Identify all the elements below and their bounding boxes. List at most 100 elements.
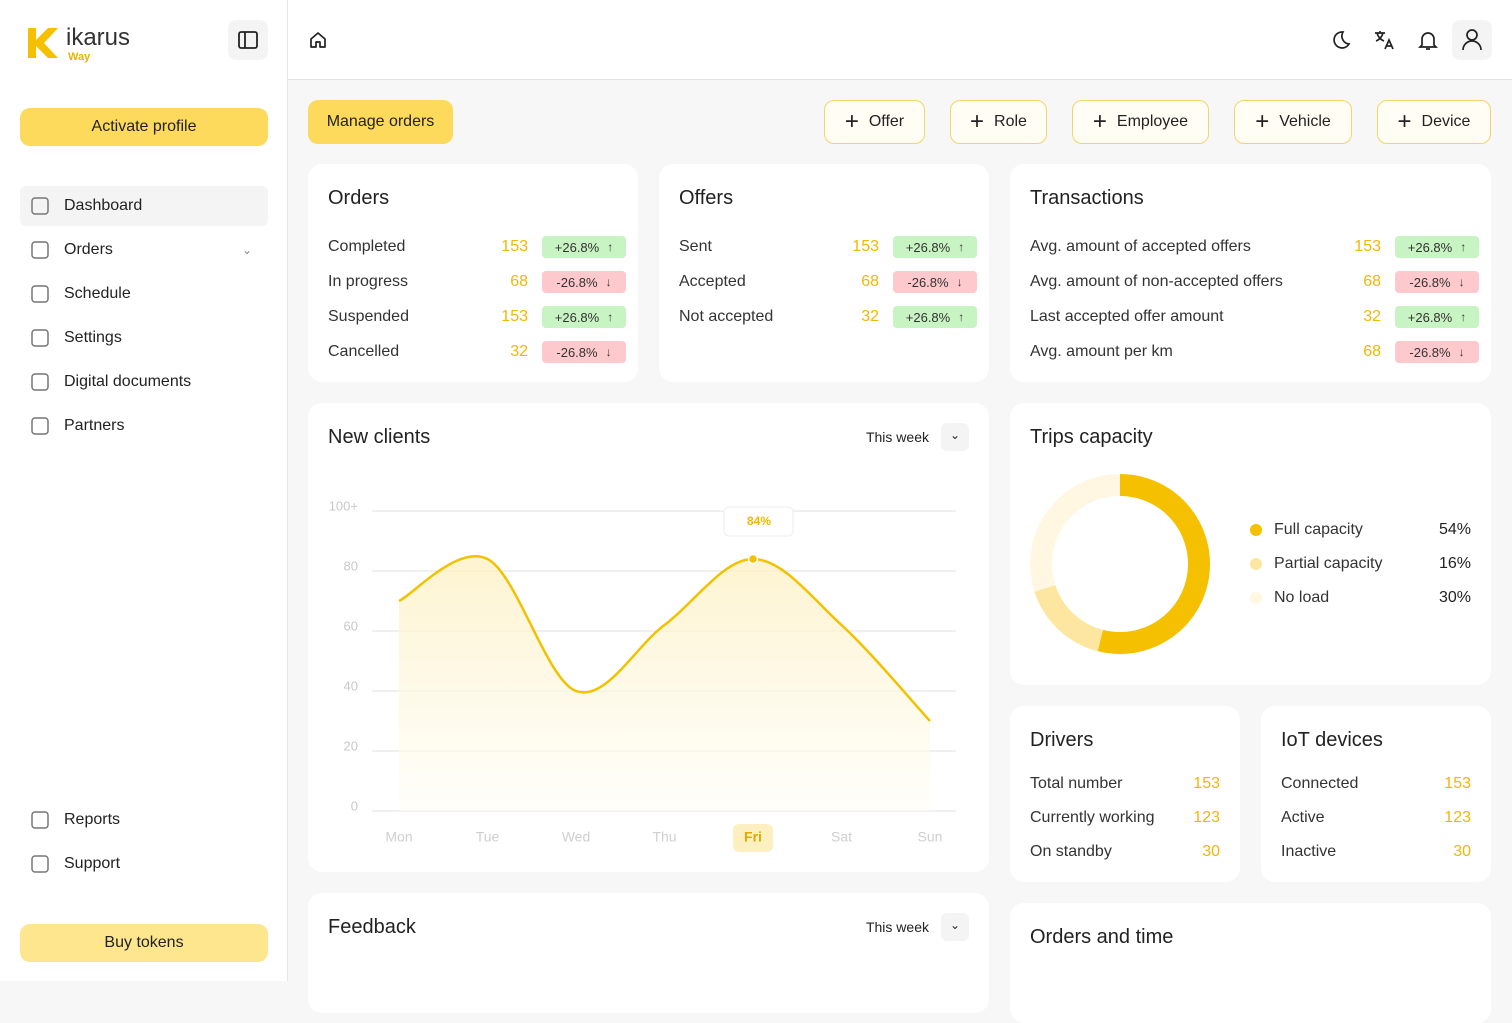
change-text: +26.8% [554, 239, 600, 255]
add-button[interactable]: + Employee [1072, 100, 1209, 144]
add-label: Device [1421, 113, 1471, 130]
plus-icon: + [1255, 108, 1270, 135]
nav-item[interactable]: Schedule [64, 285, 131, 302]
row-label: Active [1281, 809, 1325, 826]
row-label: Cancelled [328, 343, 400, 360]
row-value: 153 [852, 238, 879, 255]
card-title: Trips capacity [1030, 426, 1153, 448]
change-badge: -26.8% ↓ [1395, 341, 1479, 363]
nav-item[interactable]: Dashboard [64, 197, 143, 214]
row-label: Not accepted [679, 308, 774, 325]
orders-time-card: Orders and time [1010, 903, 1491, 1023]
nav-icon [31, 855, 49, 873]
change-badge: +26.8% ↑ [542, 236, 626, 258]
change-arrow: ↑ [958, 310, 965, 324]
row-label: Currently working [1030, 809, 1155, 826]
row-value: 32 [510, 343, 528, 360]
change-badge: -26.8% ↓ [542, 271, 626, 293]
activate-button[interactable]: Activate profile [20, 108, 268, 146]
manage-orders-button[interactable]: Manage orders [308, 100, 453, 144]
change-text: -26.8% [556, 344, 598, 360]
row-value: 68 [861, 273, 879, 290]
nav-icon [31, 329, 49, 347]
change-arrow: ↓ [956, 275, 963, 289]
notification-icon[interactable] [1416, 28, 1440, 52]
change-arrow: ↑ [607, 310, 614, 324]
nav-item[interactable]: Reports [64, 811, 121, 828]
nav-item[interactable]: Orders [64, 241, 113, 258]
add-label: Role [994, 113, 1027, 130]
user-button[interactable] [1452, 20, 1492, 60]
period-label[interactable]: This week [865, 429, 929, 445]
change-badge: +26.8% ↑ [542, 306, 626, 328]
theme-icon[interactable] [1328, 28, 1352, 52]
nav-item[interactable]: Digital documents [64, 373, 192, 390]
nav-chevron: ⌄ [242, 243, 253, 257]
change-text: +26.8% [905, 309, 951, 325]
buy-button[interactable]: Buy tokens [20, 924, 268, 962]
add-label: Vehicle [1279, 113, 1331, 130]
nav-icon [31, 373, 49, 391]
period-dropdown[interactable]: ⌄ [941, 423, 969, 451]
add-button[interactable]: + Offer [824, 100, 925, 144]
row-value: 68 [1363, 273, 1381, 290]
row-label: Connected [1281, 775, 1359, 792]
add-button[interactable]: + Vehicle [1234, 100, 1352, 144]
card-title: Transactions [1030, 187, 1144, 209]
nav-item[interactable]: Settings [64, 329, 122, 346]
row-label: In progress [328, 273, 409, 290]
row-value: 153 [1354, 238, 1381, 255]
nav-icon [31, 197, 49, 215]
row-value: 68 [510, 273, 528, 290]
change-text: -26.8% [1409, 274, 1451, 290]
change-badge: -26.8% ↓ [542, 341, 626, 363]
row-value: 68 [1363, 343, 1381, 360]
small-card: IoT devices Connected 153 Active 123 Inactive… [1261, 706, 1491, 882]
language-icon[interactable] [1372, 28, 1396, 52]
row-value: 32 [861, 308, 879, 325]
change-text: +26.8% [554, 309, 600, 325]
add-label: Employee [1116, 113, 1189, 130]
stat-card: Transactions Avg. amount of accepted offe… [1010, 164, 1491, 382]
row-label: Total number [1030, 775, 1123, 792]
change-badge: +26.8% ↑ [893, 236, 977, 258]
plus-icon: + [844, 108, 859, 135]
card-title: Orders and time [1030, 926, 1174, 948]
card-title: Drivers [1030, 729, 1094, 751]
nav-item[interactable]: Support [64, 855, 121, 872]
row-value: 123 [1193, 809, 1220, 826]
period-label[interactable]: This week [865, 919, 929, 935]
card-title: Offers [679, 187, 734, 209]
change-badge: -26.8% ↓ [1395, 271, 1479, 293]
change-text: +26.8% [1407, 239, 1453, 255]
stat-card: Offers Sent 153 +26.8% ↑ Accepted 68 -26.8% ↓ Not… [659, 164, 989, 382]
row-label: Accepted [679, 273, 746, 290]
add-label: Offer [868, 113, 905, 130]
change-arrow: ↑ [1460, 240, 1467, 254]
period-dropdown[interactable]: ⌄ [941, 913, 969, 941]
row-label: Avg. amount per km [1030, 343, 1173, 360]
plus-icon: + [1397, 108, 1412, 135]
nav-active-bg [20, 186, 268, 226]
card-title: Feedback [328, 916, 416, 938]
row-label: Completed [328, 238, 406, 255]
row-label: Inactive [1281, 843, 1337, 860]
card-title: New clients [328, 426, 431, 448]
row-value: 30 [1202, 843, 1220, 860]
stat-card: Orders Completed 153 +26.8% ↑ In progress 68 -2… [308, 164, 638, 382]
card-title: IoT devices [1281, 729, 1383, 751]
brand-sub: Way [68, 51, 91, 63]
change-text: +26.8% [905, 239, 951, 255]
row-value: 153 [501, 238, 528, 255]
nav-icon [31, 811, 49, 829]
collapse-button[interactable] [228, 20, 268, 60]
row-value: 30 [1453, 843, 1471, 860]
add-button[interactable]: + Role [950, 100, 1047, 144]
add-button[interactable]: + Device [1377, 100, 1491, 144]
nav-item[interactable]: Partners [64, 417, 125, 434]
home-icon[interactable] [308, 30, 328, 50]
change-badge: -26.8% ↓ [893, 271, 977, 293]
row-value: 153 [1444, 775, 1471, 792]
logo-icon [28, 28, 58, 58]
change-badge: +26.8% ↑ [893, 306, 977, 328]
